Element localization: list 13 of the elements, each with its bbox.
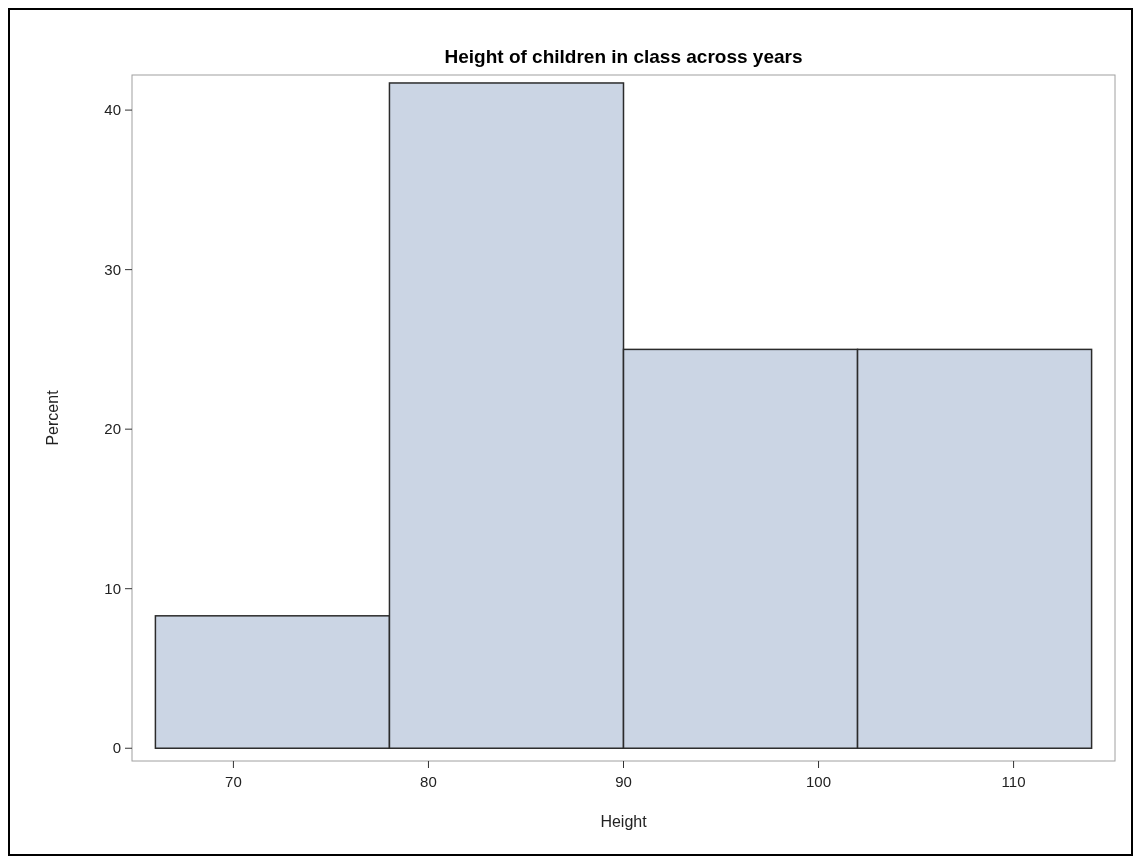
y-tick-label: 40 (104, 101, 121, 119)
x-tick-label: 70 (225, 773, 242, 790)
chart-title: Height of children in class across years (444, 46, 803, 67)
y-axis-title: Percent (44, 389, 61, 446)
y-tick-label: 0 (112, 739, 121, 757)
x-tick-label: 80 (420, 773, 437, 790)
y-tick-label: 20 (104, 420, 121, 438)
x-tick-label: 110 (1001, 773, 1026, 790)
x-tick-label: 90 (615, 773, 632, 790)
x-tick-label: 100 (806, 773, 832, 790)
y-tick-label: 30 (104, 260, 121, 278)
x-axis-title: Height (600, 813, 648, 830)
y-tick-label: 10 (104, 579, 121, 597)
